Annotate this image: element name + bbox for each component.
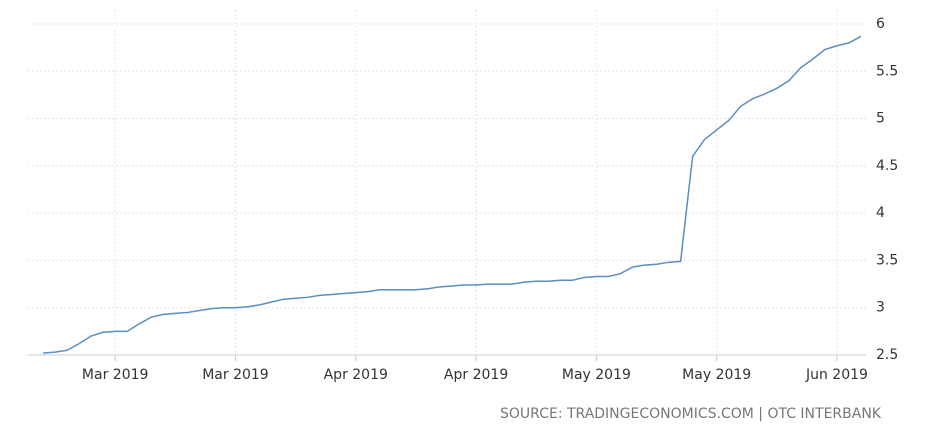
x-tick-label: Apr 2019 [324,367,388,383]
x-tick-label: Apr 2019 [444,367,508,383]
y-tick-label: 3 [876,300,885,316]
x-tick-label: May 2019 [562,367,631,383]
y-tick-label: 4.5 [876,158,898,174]
y-tick-label: 5 [876,111,885,127]
x-tick-label: Mar 2019 [202,367,269,383]
y-tick-label: 5.5 [876,63,898,79]
x-tick-label: Mar 2019 [82,367,149,383]
x-tick-label: May 2019 [682,367,751,383]
x-tick-label: Jun 2019 [805,367,868,383]
y-tick-label: 2.5 [876,347,898,363]
y-tick-label: 6 [876,16,885,32]
data-line [42,35,862,354]
y-tick-label: 4 [876,205,885,221]
y-tick-label: 3.5 [876,252,898,268]
source-note: SOURCE: TRADINGECONOMICS.COM | OTC INTER… [500,406,882,422]
